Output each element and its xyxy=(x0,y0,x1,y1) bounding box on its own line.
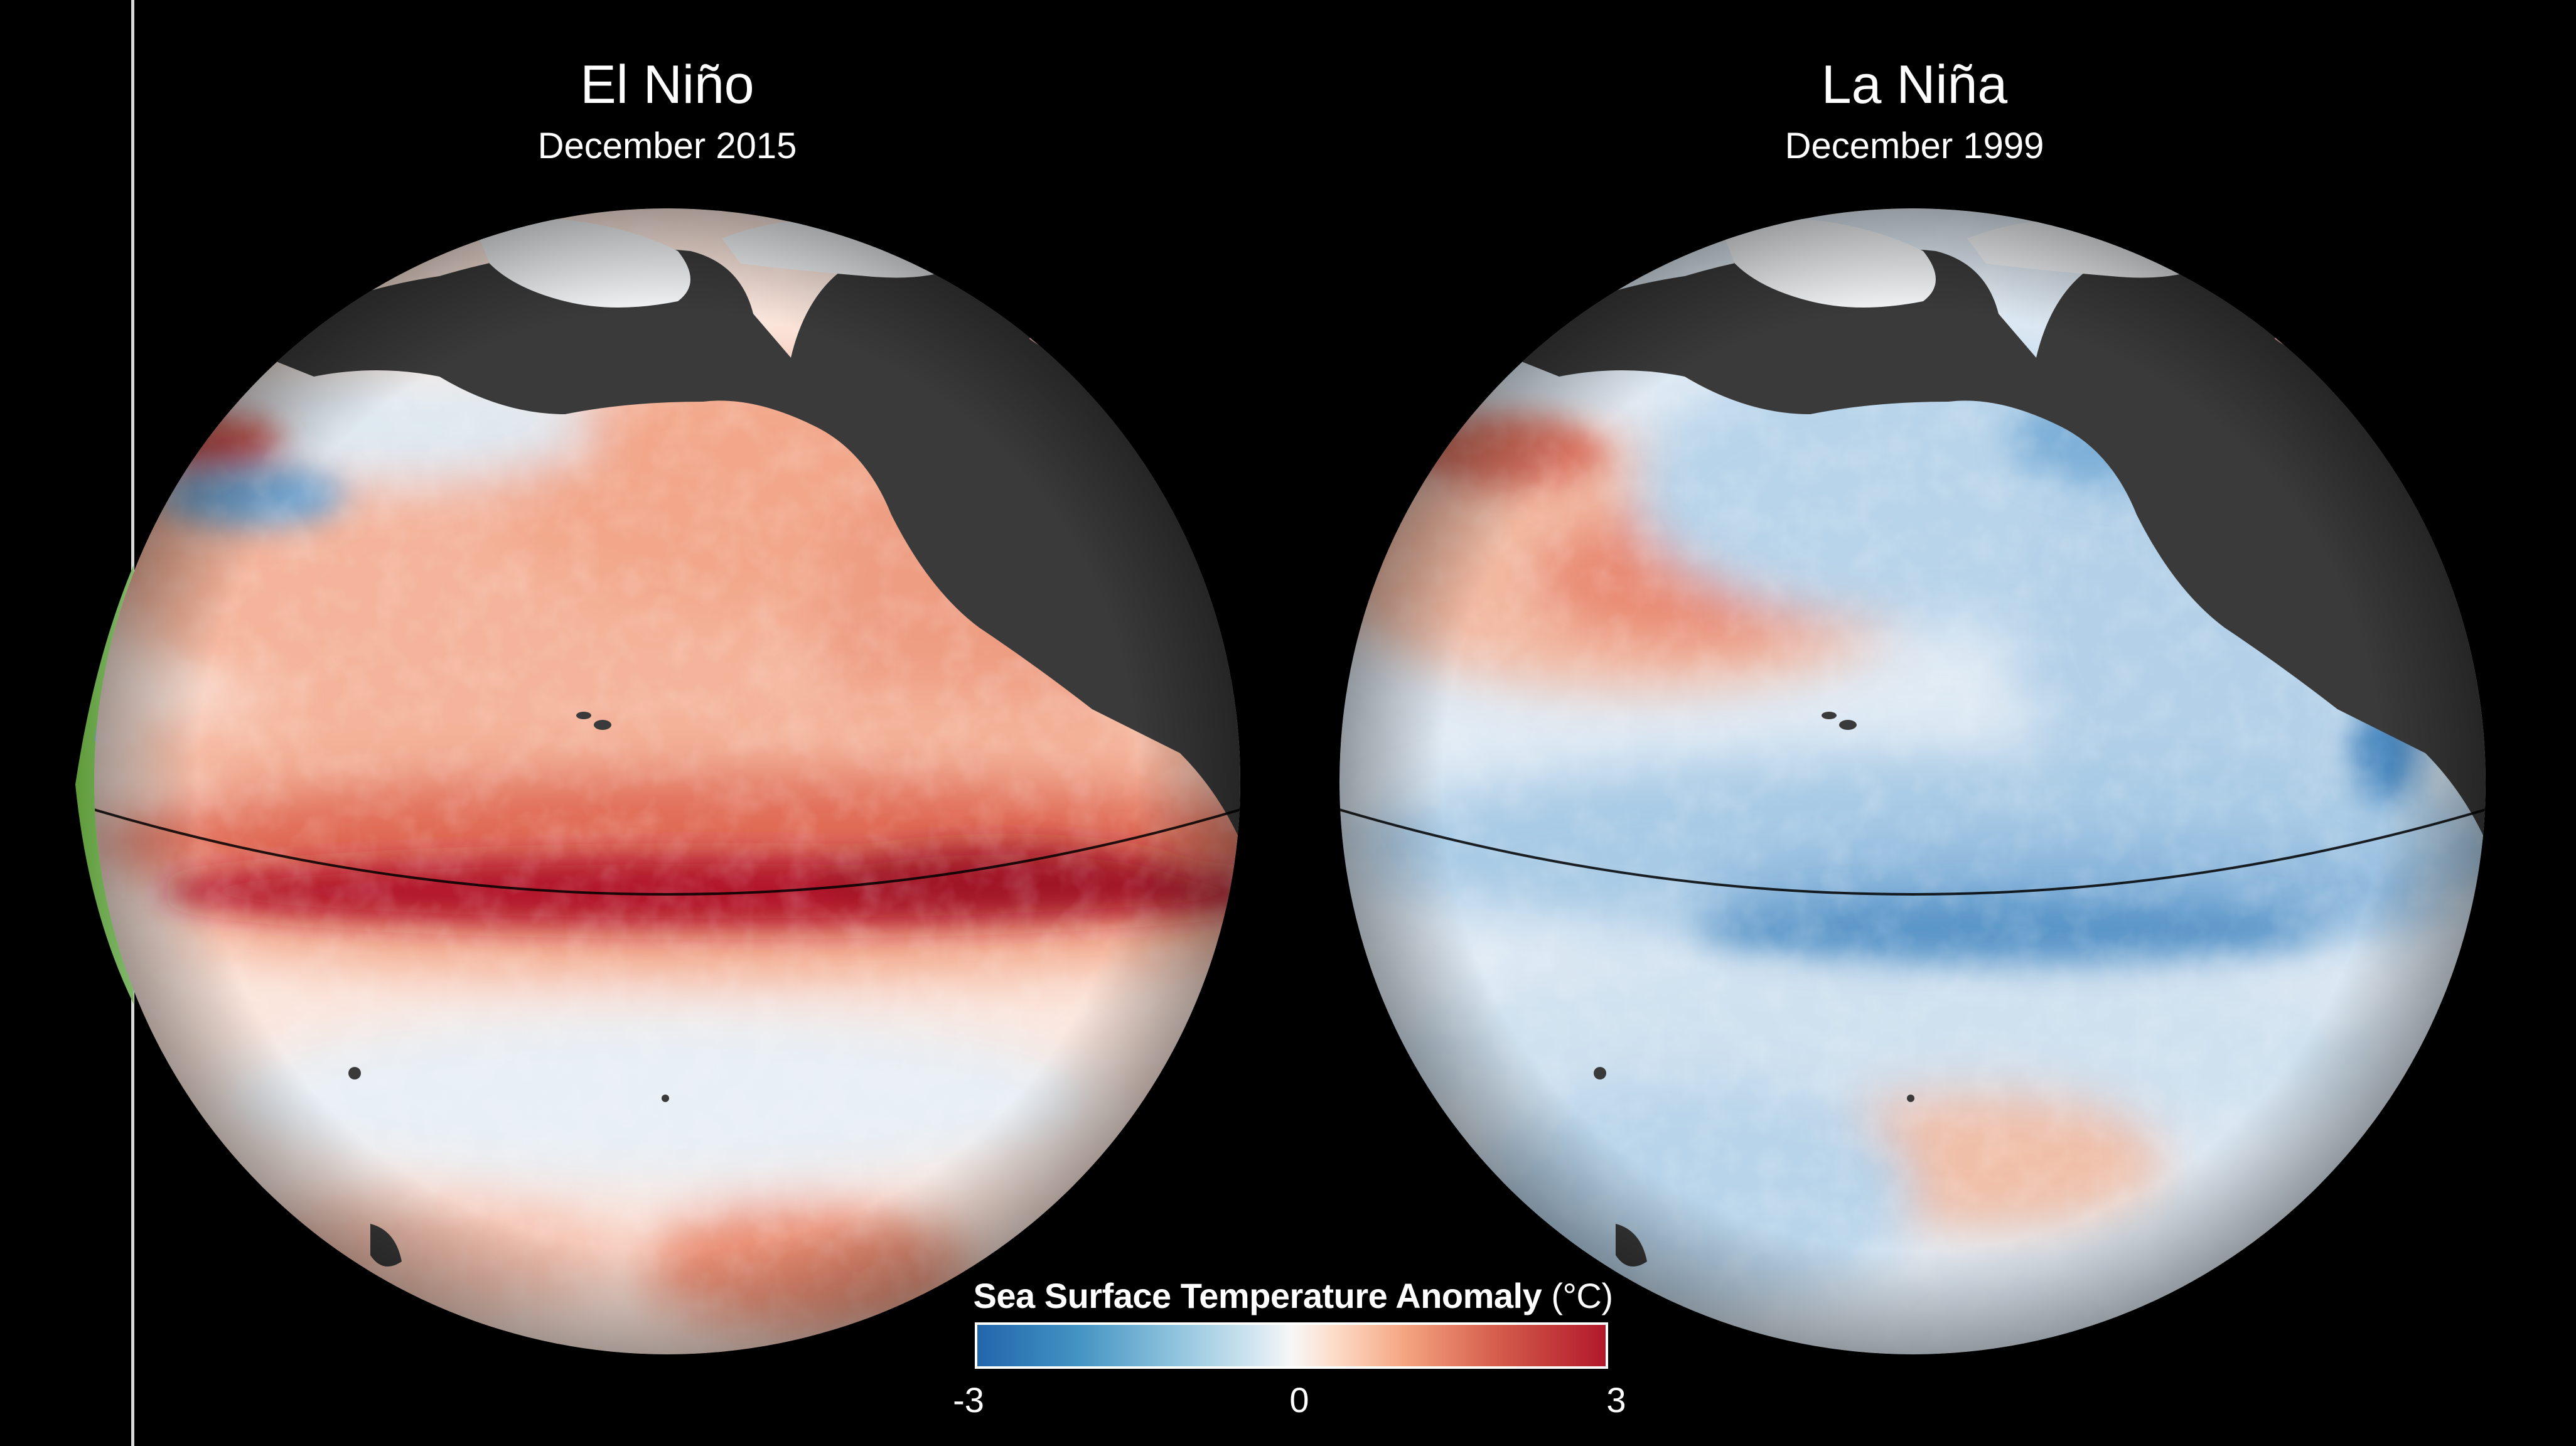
scale-max-label: 3 xyxy=(1606,1380,1626,1420)
la-nina-title: La Niña xyxy=(1821,55,2008,115)
scale-min-label: -3 xyxy=(953,1380,984,1420)
legend-title: Sea Surface Temperature Anomaly (°C) xyxy=(967,1274,1619,1318)
el-nino-title: El Niño xyxy=(580,55,754,115)
la-nina-date: December 1999 xyxy=(1784,126,2044,166)
color-scale-bar xyxy=(975,1322,1608,1369)
el-nino-globe xyxy=(94,208,1240,1354)
scale-mid-label: 0 xyxy=(1289,1380,1309,1420)
la-nina-globe xyxy=(1339,208,2486,1354)
el-nino-date: December 2015 xyxy=(537,126,797,166)
legend-title-text: Sea Surface Temperature Anomaly xyxy=(973,1276,1542,1315)
legend-unit: (°C) xyxy=(1551,1276,1613,1315)
